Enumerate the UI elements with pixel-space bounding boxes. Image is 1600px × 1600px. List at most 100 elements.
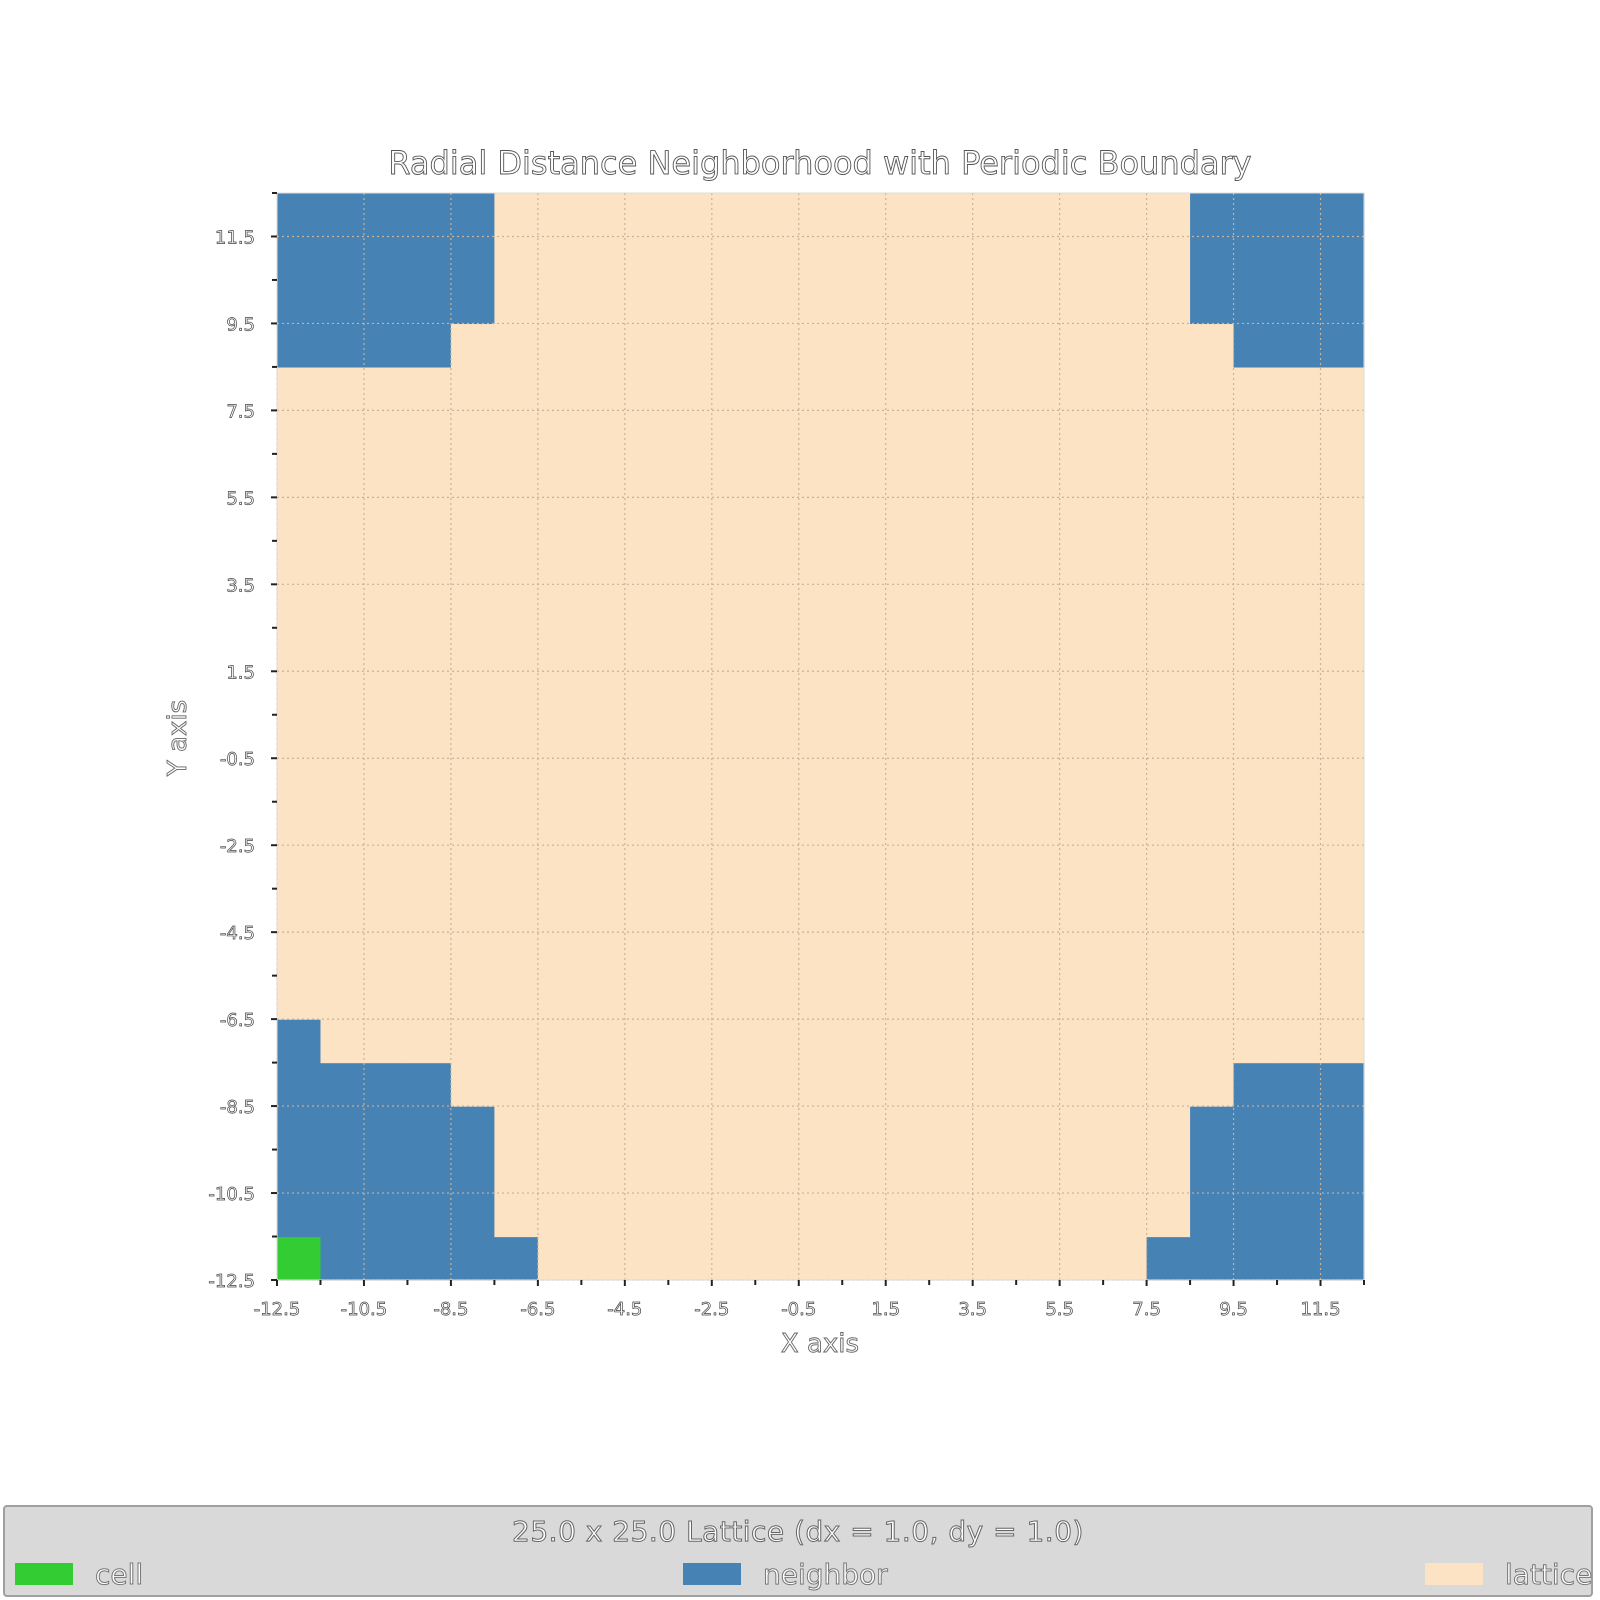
lattice-cell: [1059, 1193, 1104, 1238]
lattice-cell: [1190, 671, 1235, 716]
lattice-cell: [1233, 845, 1278, 890]
lattice-cell: [668, 497, 713, 542]
lattice-cell: [363, 540, 409, 585]
lattice-cell: [1320, 932, 1365, 977]
lattice-cell: [1016, 323, 1061, 368]
lattice-cell: [668, 714, 713, 759]
lattice-cell: [1146, 758, 1191, 803]
lattice-cell: [624, 845, 669, 890]
lattice-cell: [972, 236, 1017, 281]
neighbor-cell: [1233, 193, 1278, 238]
lattice-cell: [668, 801, 713, 846]
lattice-cell: [1146, 671, 1191, 716]
lattice-cell: [1320, 888, 1365, 933]
neighbor-cell: [320, 323, 365, 368]
lattice-cell: [972, 1062, 1017, 1107]
lattice-cell: [1059, 193, 1104, 238]
lattice-cell: [494, 1019, 539, 1064]
lattice-cell: [1059, 366, 1104, 411]
y-axis-label: Y axis: [163, 700, 193, 777]
lattice-cell: [798, 1062, 843, 1107]
lattice-cell: [755, 801, 800, 846]
lattice-cell: [1190, 497, 1235, 542]
lattice-cell: [277, 497, 322, 542]
neighbor-cell: [277, 1149, 322, 1194]
lattice-cell: [972, 366, 1017, 411]
y-tick-label: 9.5: [226, 314, 255, 335]
lattice-cell: [407, 540, 452, 585]
lattice-cell: [842, 1149, 887, 1194]
lattice-cell: [972, 497, 1017, 542]
lattice-cell: [1059, 1149, 1104, 1194]
y-tick-label: -12.5: [208, 1271, 255, 1292]
lattice-cell: [929, 236, 974, 281]
lattice-cell: [668, 671, 713, 716]
lattice-cell: [668, 1236, 713, 1281]
lattice-cell: [972, 845, 1017, 890]
lattice-cell: [581, 1193, 626, 1238]
lattice-cell: [972, 627, 1017, 672]
lattice-cell: [842, 845, 887, 890]
lattice-cell: [581, 888, 626, 933]
lattice-cell: [407, 671, 452, 716]
lattice-cell: [581, 758, 626, 803]
neighbor-cell: [320, 279, 365, 325]
lattice-cell: [1146, 627, 1191, 672]
lattice-cell: [450, 627, 495, 672]
lattice-cell: [1103, 279, 1148, 325]
lattice-cell: [320, 671, 365, 716]
lattice-cell: [1320, 627, 1365, 672]
lattice-cell: [1103, 540, 1148, 585]
lattice-cell: [1059, 1106, 1104, 1151]
lattice-cell: [668, 1019, 713, 1064]
y-tick-label: 11.5: [215, 227, 255, 248]
lattice-cell: [624, 1149, 669, 1194]
lattice-cell: [363, 932, 409, 977]
neighbor-cell: [1277, 323, 1322, 368]
lattice-cell: [668, 584, 713, 629]
lattice-cell: [1103, 1149, 1148, 1194]
lattice-cell: [277, 714, 322, 759]
neighbor-cell: [1277, 1106, 1322, 1151]
lattice-cell: [581, 236, 626, 281]
lattice-cell: [842, 453, 887, 498]
lattice-cell: [798, 1236, 843, 1281]
lattice-cell: [363, 1019, 409, 1064]
lattice-cell: [494, 845, 539, 890]
lattice-cell: [842, 1236, 887, 1281]
legend-item-lattice: lattice: [1425, 1557, 1593, 1591]
lattice-cell: [842, 279, 887, 325]
plot-border: [276, 192, 1365, 1281]
lattice-cell: [1277, 801, 1322, 846]
lattice-cell: [1016, 236, 1061, 281]
lattice-cell: [929, 1019, 974, 1064]
lattice-cell: [624, 888, 669, 933]
lattice-cell: [407, 453, 452, 498]
lattice-cell: [494, 932, 539, 977]
neighbor-cell: [277, 1062, 322, 1107]
neighbor-cell: [1190, 236, 1235, 281]
lattice-cell: [277, 801, 322, 846]
lattice-cell: [929, 671, 974, 716]
lattice-cell: [711, 714, 756, 759]
lattice-cell: [755, 279, 800, 325]
lattice-cell: [929, 888, 974, 933]
lattice-cell: [711, 1193, 756, 1238]
lattice-cell: [1059, 801, 1104, 846]
lattice-cell: [1059, 975, 1104, 1020]
lattice-cell: [537, 975, 582, 1020]
lattice-cell: [972, 584, 1017, 629]
neighbor-cell: [1190, 193, 1235, 238]
neighbor-cell: [1277, 1149, 1322, 1194]
lattice-cell: [320, 888, 365, 933]
lattice-cell: [842, 584, 887, 629]
lattice-cell: [624, 671, 669, 716]
neighbor-cell: [1190, 1149, 1235, 1194]
neighbor-cell: [363, 236, 409, 281]
lattice-cell: [1146, 714, 1191, 759]
lattice-cell: [798, 758, 843, 803]
lattice-cell: [1320, 845, 1365, 890]
lattice-cell: [885, 323, 930, 368]
neighbor-cell: [363, 1106, 409, 1151]
lattice-cell: [624, 323, 669, 368]
